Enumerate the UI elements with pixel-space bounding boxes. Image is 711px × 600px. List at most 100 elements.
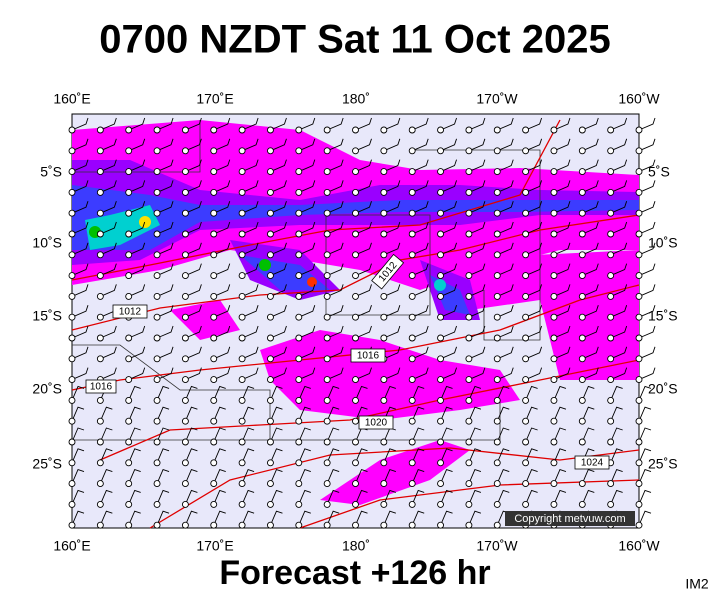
wind-barb: [411, 385, 425, 401]
wind-station: [635, 334, 643, 342]
wind-barb: [298, 138, 316, 152]
wind-barb: [582, 138, 599, 152]
wind-barb: [496, 427, 510, 443]
wind-barb: [128, 427, 141, 443]
wind-barb: [383, 346, 401, 360]
wind-barb: [71, 117, 89, 131]
wind-station: [380, 396, 388, 404]
wind-station: [578, 188, 586, 196]
wind-barb: [270, 448, 283, 463]
wind-station: [238, 376, 246, 384]
wind-station: [295, 396, 303, 404]
wind-station: [493, 251, 501, 259]
wind-station: [125, 438, 133, 446]
wind-station: [437, 355, 444, 363]
wind-station: [550, 459, 558, 467]
wind-barb: [440, 385, 453, 401]
wind-barb: [610, 263, 628, 277]
wind-barb: [241, 346, 259, 360]
wind-station: [408, 334, 416, 342]
wind-station: [267, 292, 274, 300]
wind-barb: [497, 180, 514, 193]
wind-barb: [156, 469, 170, 484]
wind-station: [550, 230, 558, 238]
wind-station: [267, 376, 274, 384]
wind-barb: [525, 242, 543, 256]
wind-barb: [326, 284, 344, 297]
wind-station: [465, 480, 473, 488]
wind-station: [635, 438, 643, 446]
wind-station: [522, 209, 530, 217]
wind-station: [578, 272, 586, 280]
wind-barb: [99, 469, 113, 484]
wind-barb: [270, 180, 287, 193]
wind-station: [267, 230, 274, 238]
wind-barb: [497, 159, 514, 173]
wind-barb: [298, 346, 316, 360]
wind-barb: [468, 469, 482, 484]
wind-barb: [355, 510, 368, 526]
wind-barb: [213, 263, 231, 277]
wind-station: [96, 396, 104, 404]
lon-label: 160˚E: [53, 538, 90, 554]
wind-station: [181, 126, 189, 134]
wind-station: [267, 334, 274, 342]
wind-station: [96, 500, 104, 508]
wind-barb: [270, 427, 283, 443]
wind-station: [408, 292, 416, 300]
wind-station: [181, 521, 189, 529]
wind-barb: [610, 221, 628, 235]
wind-station: [607, 126, 615, 134]
wind-barb: [270, 284, 287, 297]
wind-station: [408, 251, 416, 259]
lat-label: 25˚S: [32, 456, 62, 472]
wind-barb: [184, 489, 198, 505]
wind-barb: [638, 489, 652, 505]
wind-barb: [241, 117, 259, 131]
wind-barb: [156, 325, 174, 339]
wind-station: [635, 417, 643, 425]
wind-barb: [497, 138, 514, 152]
wind-station: [323, 376, 331, 384]
wind-station: [153, 272, 161, 280]
wind-barb: [185, 201, 202, 214]
wind-station: [578, 168, 586, 176]
wind-station: [493, 417, 501, 425]
wind-barb: [241, 138, 259, 152]
wind-station: [578, 147, 586, 155]
wind-station: [323, 230, 331, 238]
wind-station: [125, 355, 133, 363]
wind-barb: [440, 427, 453, 443]
wind-barb: [383, 385, 396, 401]
isobar-label: 1016: [357, 351, 380, 362]
wind-station: [550, 188, 558, 196]
wind-station: [408, 396, 416, 404]
wind-station: [550, 126, 558, 134]
wind-barb: [468, 263, 486, 277]
wind-barb: [100, 325, 117, 339]
wind-station: [465, 500, 473, 508]
wind-station: [181, 292, 189, 300]
wind-barb: [468, 242, 486, 256]
wind-barbs: [68, 117, 656, 529]
wind-barb: [440, 284, 457, 297]
wind-barb: [525, 284, 543, 297]
wind-barb: [270, 489, 283, 505]
wind-barb: [213, 159, 231, 173]
wind-station: [493, 313, 501, 321]
wind-barb: [497, 346, 514, 360]
wind-station: [68, 396, 76, 404]
wind-station: [635, 500, 643, 508]
wind-barb: [525, 448, 538, 463]
wind-barb: [440, 469, 453, 484]
wind-barb: [185, 367, 202, 381]
wind-barb: [71, 448, 85, 463]
wind-barb: [383, 448, 396, 463]
wind-station: [380, 313, 388, 321]
wind-station: [125, 521, 133, 529]
wind-station: [96, 251, 104, 259]
wind-barb: [525, 138, 543, 152]
wind-barb: [638, 448, 652, 463]
wind-station: [68, 147, 76, 155]
wind-barb: [525, 221, 543, 235]
